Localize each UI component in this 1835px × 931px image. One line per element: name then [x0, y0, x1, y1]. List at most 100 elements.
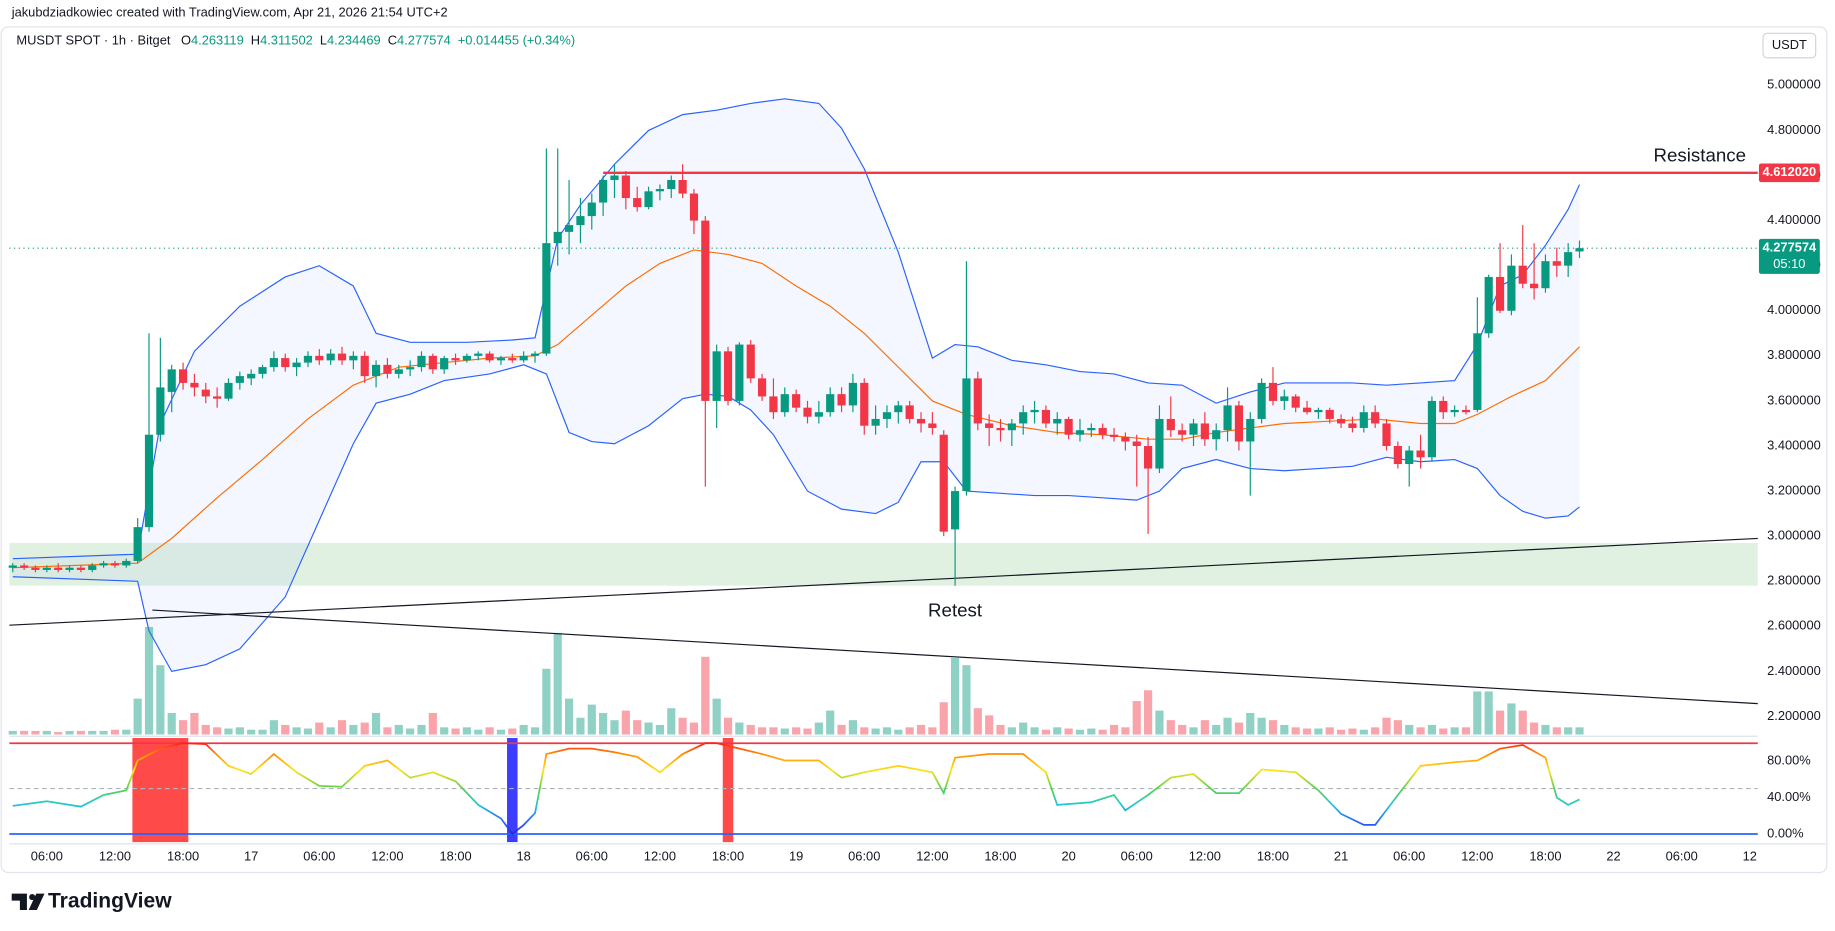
frame	[0, 26, 1828, 874]
candle-body	[644, 191, 653, 208]
candle-body	[1484, 276, 1493, 334]
volume-bar	[1495, 710, 1505, 735]
candle-body	[780, 394, 789, 413]
candle-body	[88, 565, 97, 570]
upper-band-line	[12, 98, 1581, 560]
y-tick-label: 3.000000	[1767, 528, 1821, 543]
volume-bar	[269, 720, 278, 735]
x-tick-label: 12	[1743, 849, 1757, 864]
volume-bar	[1041, 729, 1050, 735]
candle-body	[1302, 407, 1312, 413]
currency-button[interactable]: USDT	[1762, 32, 1817, 59]
y-tick-label: 2.200000	[1767, 708, 1821, 723]
volume-bar	[292, 727, 301, 735]
x-tick-label: 12:00	[371, 849, 403, 864]
volume-bar	[860, 727, 869, 735]
candle-body	[576, 216, 585, 226]
candle-body	[689, 193, 699, 221]
volume-bar	[1461, 727, 1471, 735]
volume-bar	[394, 724, 403, 735]
x-tick-label: 06:00	[31, 849, 63, 864]
y-tick-label: 4.800000	[1767, 122, 1821, 137]
oscillator-zone	[507, 738, 518, 843]
logo-text: TradingView	[48, 889, 172, 912]
candle-body	[508, 358, 517, 361]
volume-bar	[65, 730, 74, 735]
volume-bar	[599, 712, 608, 735]
candle-body	[1030, 409, 1039, 413]
volume-bar	[1405, 724, 1414, 735]
candle-body	[110, 563, 120, 566]
y-tick-label: 2.400000	[1767, 663, 1821, 678]
volume-bar	[610, 720, 619, 735]
candle-body	[144, 434, 154, 528]
candle-body	[1564, 252, 1573, 266]
candle-body	[1246, 418, 1255, 442]
volume-bar	[1268, 720, 1278, 735]
lower-band-line	[12, 364, 1580, 673]
candle-body	[1382, 423, 1391, 446]
resistance-label: Resistance	[1653, 144, 1746, 165]
x-tick-label: 12:00	[916, 849, 948, 864]
volume-bar	[1223, 717, 1232, 735]
candle-body	[292, 362, 301, 368]
volume-bar	[723, 717, 733, 735]
candle-body	[1189, 423, 1198, 435]
volume-bar	[224, 728, 233, 735]
candle-body	[1507, 265, 1516, 311]
candle-body	[1291, 396, 1300, 408]
candle-body	[1257, 382, 1266, 419]
volume-bar	[88, 730, 97, 735]
ohlc-label: C	[387, 33, 398, 48]
volume-bar	[882, 727, 892, 735]
candle-body	[894, 405, 903, 413]
candle-body	[610, 175, 619, 181]
candle-body	[950, 491, 960, 530]
candle-body	[814, 412, 823, 417]
volume-bar	[20, 730, 29, 735]
volume-bar	[621, 710, 630, 735]
candle-body	[65, 567, 74, 570]
volume-bar	[213, 727, 222, 735]
candle-body	[1337, 418, 1346, 424]
candle-body	[701, 220, 710, 401]
candle-body	[1314, 409, 1323, 413]
volume-bar	[996, 724, 1005, 735]
volume-bar	[485, 727, 494, 735]
candle-body	[269, 358, 278, 368]
candle-body	[871, 418, 880, 426]
volume-bar	[1257, 717, 1266, 735]
candle-body	[1178, 430, 1187, 435]
volume-bar	[1530, 722, 1539, 735]
candle-body	[655, 189, 664, 192]
candle-body	[178, 369, 188, 383]
candle-body	[1473, 333, 1482, 410]
volume-bar	[701, 656, 710, 735]
candle-body	[1427, 400, 1437, 458]
volume-bar	[769, 727, 778, 735]
annotation: Retest	[928, 599, 983, 620]
candle-body	[1280, 396, 1289, 401]
x-tick-label: 12:00	[644, 849, 676, 864]
candle-body	[1053, 418, 1062, 424]
change: +0.014455 (+0.34%)	[457, 33, 576, 48]
oscillator-zone	[132, 738, 189, 843]
candle-body	[860, 382, 869, 426]
volume-bar	[894, 729, 903, 735]
candle-body	[201, 389, 210, 397]
x-tick-label: 12:00	[1189, 849, 1221, 864]
candle-body	[1325, 409, 1334, 419]
candle-body	[962, 378, 971, 492]
symbol[interactable]: MUSDT SPOT · 1h · Bitget	[16, 33, 171, 48]
y-tick-label: 2.800000	[1767, 573, 1821, 588]
candle-body	[905, 405, 914, 419]
candle-body	[1268, 382, 1278, 401]
candle-body	[553, 231, 562, 244]
volume-bar	[1575, 727, 1584, 735]
candle-body	[1439, 400, 1448, 413]
oscillator-line	[12, 742, 1580, 836]
volume-bar	[712, 698, 721, 735]
y-tick-label: 3.400000	[1767, 437, 1821, 452]
candle-body	[1393, 445, 1402, 465]
candle-body	[1416, 450, 1425, 458]
